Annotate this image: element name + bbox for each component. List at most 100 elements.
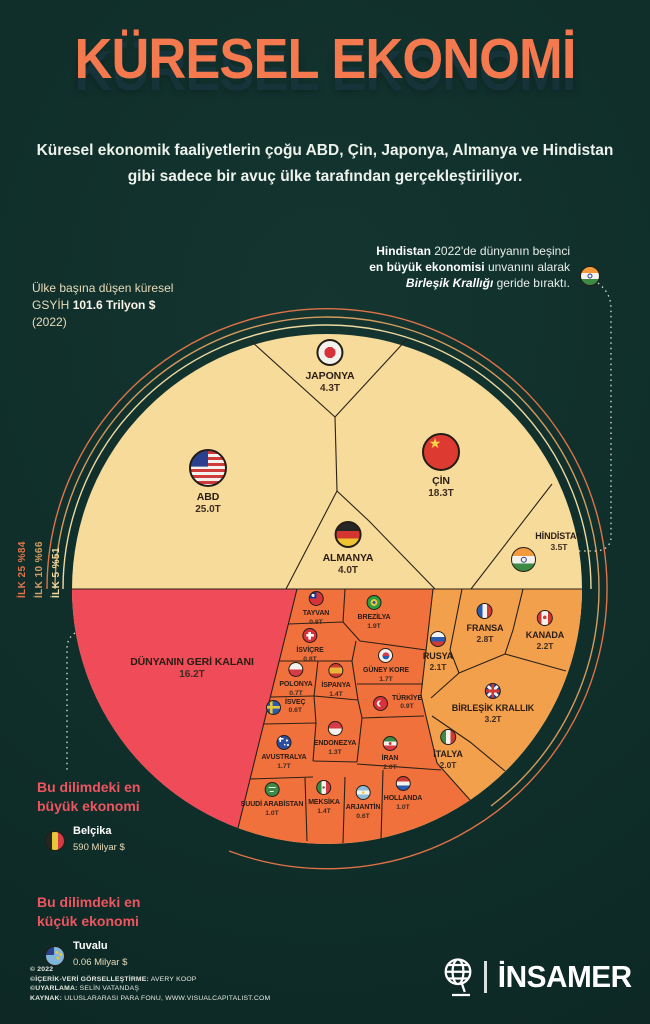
- region-rest-of-world: [72, 589, 297, 828]
- cell-japonya: JAPONYA 4.3T: [305, 339, 355, 395]
- cell-fransa: FRANSA 2.8T: [467, 601, 504, 644]
- taiwan-flag-icon: [308, 591, 324, 607]
- brand-divider: [483, 961, 487, 993]
- tuvalu-flag-icon: [45, 946, 65, 966]
- globe-icon: [444, 958, 471, 997]
- gdp-note-line2: GSYİH: [32, 298, 73, 312]
- belgium-flag-icon: [45, 831, 65, 851]
- poland-flag-icon: [288, 662, 304, 678]
- insamer-logo: İNSAMER: [440, 956, 634, 998]
- region-top25: [238, 589, 470, 844]
- cell-isvicre: İSVİÇRE 0.8T: [296, 626, 324, 664]
- india-annotation-rest3: geride bıraktı.: [493, 276, 570, 290]
- cell-ispanya: İSPANYA 1.4T: [321, 661, 351, 699]
- page-subtitle: Küresel ekonomik faaliyetlerin çoğu ABD,…: [0, 138, 650, 189]
- uk-flag-icon: [485, 682, 501, 699]
- cell-iran: İRAN 2.0T: [382, 734, 398, 772]
- turkey-flag-icon: [373, 695, 388, 711]
- smallest-country-value: 0.06 Milyar $: [73, 957, 128, 968]
- indonesia-flag-icon: [327, 721, 343, 737]
- ring-top25: [46, 308, 608, 870]
- biggest-country-name: Belçika: [73, 825, 112, 837]
- smallest-economy-note: Bu dilimdeki en küçük ekonomi Tuvalu 0.0…: [37, 893, 140, 972]
- cell-brezilya: BREZİLYA 1.9T: [358, 593, 391, 631]
- ring-label-top5: İLK 5 %51: [51, 547, 62, 598]
- smallest-note-rest: ekonomi: [77, 913, 139, 929]
- biggest-note-rest: ekonomi: [78, 798, 140, 814]
- germany-flag-icon: [334, 521, 362, 548]
- footer-source-value: ULUSLARARASI PARA FONU, WWW.VISUALCAPITA…: [62, 994, 271, 1002]
- china-flag-icon: [422, 433, 460, 471]
- footer-source-label: KAYNAK:: [30, 994, 63, 1002]
- biggest-note-emph: büyük: [37, 798, 79, 814]
- subtitle-line1: Küresel ekonomik faaliyetlerin çoğu ABD,…: [36, 142, 614, 159]
- footer-copyright: © 2022: [30, 966, 54, 973]
- spain-flag-icon: [328, 663, 344, 679]
- south-korea-flag-icon: [378, 648, 394, 664]
- sweden-flag-icon: [266, 699, 281, 715]
- canada-flag-icon: [537, 609, 553, 626]
- dotted-connectors: [66, 282, 612, 771]
- brazil-flag-icon: [366, 595, 382, 611]
- india-annotation: Hindistan 2022'de dünyanın beşinci en bü…: [369, 243, 570, 291]
- ring-top5: [62, 324, 592, 590]
- cell-abd: ABD 25.0T: [189, 449, 227, 516]
- ring-label-top10: İLK 10 %66: [34, 541, 45, 598]
- cell-kanada: KANADA 2.2T: [526, 608, 564, 651]
- brand-name: İNSAMER: [497, 959, 632, 994]
- cell-rusya: RUSYA 2.1T: [423, 629, 453, 672]
- cell-hollanda: HOLLANDA 1.0T: [384, 774, 422, 812]
- biggest-note-line1: Bu dilimdeki en: [37, 779, 141, 795]
- italy-flag-icon: [439, 728, 456, 745]
- region-top10: [421, 589, 582, 800]
- cell-endonezya: ENDONEZYA 1.3T: [314, 719, 356, 757]
- cell-borders: [72, 338, 582, 844]
- india-annotation-bold1: Hindistan: [376, 244, 431, 258]
- gdp-note-year: (2022): [32, 315, 67, 329]
- australia-flag-icon: [276, 735, 292, 751]
- india-flag-icon: [511, 547, 536, 572]
- footer-credit1-value: AVERY KOOP: [149, 975, 197, 983]
- india-note-connector: [576, 282, 612, 552]
- ring-label-top25: İLK 25 %84: [17, 541, 28, 598]
- footer-credit2-value: SELİN VATANDAŞ: [77, 985, 140, 993]
- cell-suudi-arabistan: SUUDİ ARABİSTAN 1.0T: [241, 780, 303, 818]
- mexico-flag-icon: [316, 780, 332, 796]
- smallest-country-name: Tuvalu: [73, 940, 108, 952]
- rest-of-world-connector: [66, 632, 76, 771]
- smallest-economy-entry: Tuvalu 0.06 Milyar $: [45, 940, 140, 972]
- cell-isvec: İSVEÇ 0.6T: [266, 699, 306, 716]
- ring-top10: [54, 316, 600, 807]
- biggest-economy-entry: Belçika 590 Milyar $: [45, 825, 140, 857]
- biggest-economy-note: Bu dilimdeki en büyük ekonomi Belçika 59…: [37, 778, 140, 857]
- india-annotation-bold2: en büyük ekonomisi: [369, 260, 485, 274]
- russia-flag-icon: [430, 630, 446, 647]
- netherlands-flag-icon: [395, 776, 411, 792]
- cell-tayvan: TAYVAN 0.8T: [303, 589, 329, 627]
- cell-rest-of-world: DÜNYANIN GERİ KALANI 16.2T: [130, 656, 254, 680]
- cell-guney-kore: GÜNEY KORE 1.7T: [363, 646, 409, 684]
- gdp-note-line1: Ülke başına düşen küresel: [32, 281, 174, 295]
- gdp-total-value: 101.6 Trilyon $: [72, 298, 156, 312]
- cell-meksika: MEKSİKA 1.4T: [308, 778, 340, 816]
- footer-credits: © 2022 ©İÇERİK-VERİ GÖRSELLEŞTİRME: AVER…: [30, 965, 270, 1003]
- cell-avustralya: AVUSTRALYA 1.7T: [261, 733, 307, 771]
- cell-turkiye: TÜRKİYE 0.9T: [373, 695, 422, 712]
- saudi-arabia-flag-icon: [264, 782, 280, 798]
- smallest-note-line1: Bu dilimdeki en: [37, 894, 141, 910]
- cell-italya: İTALYA 2.0T: [433, 727, 463, 770]
- cell-polonya: POLONYA 0.7T: [279, 660, 313, 698]
- switzerland-flag-icon: [302, 628, 318, 644]
- smallest-note-emph: küçük: [37, 913, 78, 929]
- japan-flag-icon: [316, 339, 344, 366]
- cell-hindistan: HİNDİSTAN 3.5T: [535, 531, 583, 552]
- subtitle-line2: gibi sadece bir avuç ülke tarafından ger…: [127, 167, 523, 185]
- usa-flag-icon: [189, 449, 227, 487]
- cell-almanya: ALMANYA 4.0T: [323, 521, 374, 577]
- iran-flag-icon: [382, 736, 398, 752]
- gdp-total-note: Ülke başına düşen küresel GSYİH 101.6 Tr…: [32, 280, 173, 331]
- footer-credit2-label: ©UYARLAMA:: [30, 985, 78, 993]
- india-annotation-rest2: unvanını alarak: [484, 260, 570, 274]
- india-annotation-rest1: 2022'de dünyanın beşinci: [430, 244, 570, 258]
